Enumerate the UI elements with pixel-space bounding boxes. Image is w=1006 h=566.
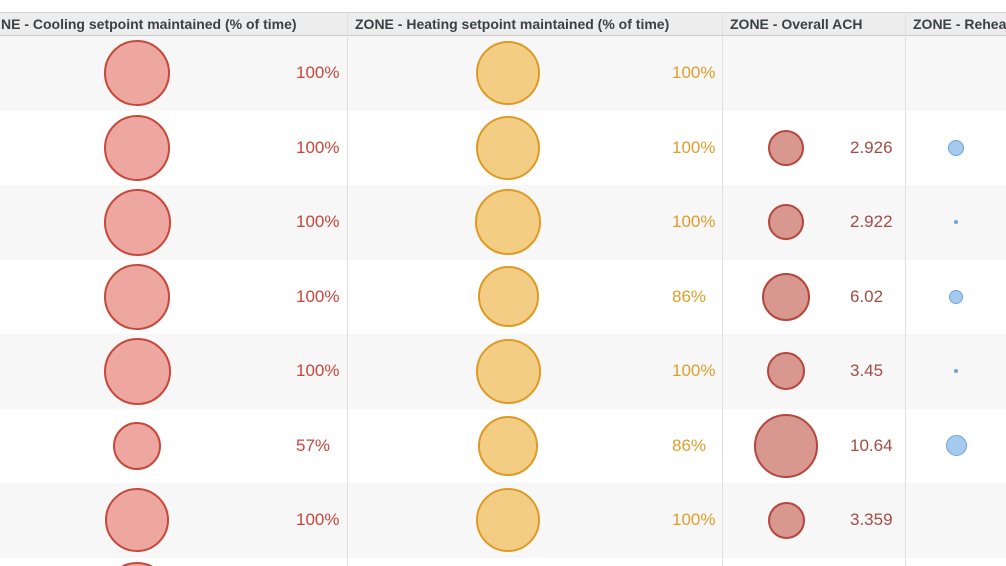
table-row (0, 557, 1006, 566)
column-header-ach[interactable]: ZONE - Overall ACH (730, 16, 863, 32)
table-header-row: NE - Cooling setpoint maintained (% of t… (0, 12, 1006, 36)
reheat-bubble[interactable] (948, 139, 964, 156)
table-row: 100% 100% 3.45 (0, 334, 1006, 409)
cooling-bubble[interactable] (104, 561, 170, 566)
table-row: 100% 86% 6.02 (0, 259, 1006, 334)
cooling-bubble[interactable] (113, 421, 161, 470)
ach-value: 3.45 (850, 361, 884, 381)
table-row: 57% 86% 10.64 (0, 408, 1006, 483)
table-row: 100% 100% 3.359 (0, 483, 1006, 558)
ach-bubble[interactable] (754, 413, 818, 478)
reheat-bubble[interactable] (954, 369, 958, 374)
ach-value: 2.922 (850, 212, 893, 232)
column-header-cooling[interactable]: NE - Cooling setpoint maintained (% of t… (1, 16, 297, 32)
ach-bubble[interactable] (767, 352, 805, 391)
cooling-bubble[interactable] (104, 40, 170, 107)
heating-bubble[interactable] (475, 338, 541, 404)
heating-value: 86% (672, 435, 707, 455)
table-row: 100% 100% 2.922 (0, 185, 1006, 260)
heating-bubble[interactable] (477, 266, 539, 328)
ach-value: 6.02 (850, 286, 884, 306)
cooling-value: 57% (296, 435, 331, 455)
cooling-value: 100% (296, 286, 340, 306)
cooling-bubble[interactable] (104, 114, 170, 181)
heating-value: 100% (672, 510, 716, 530)
cooling-bubble[interactable] (104, 263, 170, 330)
reheat-bubble[interactable] (954, 220, 958, 225)
reheat-bubble[interactable] (945, 435, 967, 457)
cooling-value: 100% (296, 212, 340, 232)
heating-value: 100% (672, 212, 716, 232)
cooling-value: 100% (296, 63, 340, 83)
column-header-heating[interactable]: ZONE - Heating setpoint maintained (% of… (355, 16, 670, 32)
ach-bubble[interactable] (768, 129, 804, 166)
heating-value: 100% (672, 137, 716, 157)
cooling-value: 100% (296, 361, 340, 381)
column-header-reheat[interactable]: ZONE - Reheat (913, 16, 1006, 32)
column-divider (905, 12, 906, 566)
heating-value: 86% (672, 286, 707, 306)
table-row: 100% 100% 2.926 (0, 110, 1006, 185)
ach-value: 3.359 (850, 510, 893, 530)
heating-bubble[interactable] (478, 415, 538, 476)
column-divider (722, 12, 723, 566)
cooling-value: 100% (296, 510, 340, 530)
heating-value: 100% (672, 63, 716, 83)
heating-value: 100% (672, 361, 716, 381)
cooling-bubble[interactable] (105, 488, 169, 553)
heating-bubble[interactable] (476, 41, 540, 106)
ach-bubble[interactable] (762, 272, 810, 321)
cooling-bubble[interactable] (103, 337, 171, 405)
cooling-value: 100% (296, 137, 340, 157)
table-row: 100% 100% (0, 36, 1006, 111)
heating-bubble[interactable] (476, 488, 540, 553)
heating-bubble[interactable] (475, 189, 541, 256)
ach-bubble[interactable] (768, 204, 804, 241)
cooling-bubble[interactable] (103, 188, 171, 256)
ach-bubble[interactable] (767, 501, 805, 539)
column-divider (347, 12, 348, 566)
reheat-bubble[interactable] (949, 289, 963, 304)
ach-value: 10.64 (850, 435, 893, 455)
heating-bubble[interactable] (476, 115, 540, 180)
ach-value: 2.926 (850, 137, 893, 157)
